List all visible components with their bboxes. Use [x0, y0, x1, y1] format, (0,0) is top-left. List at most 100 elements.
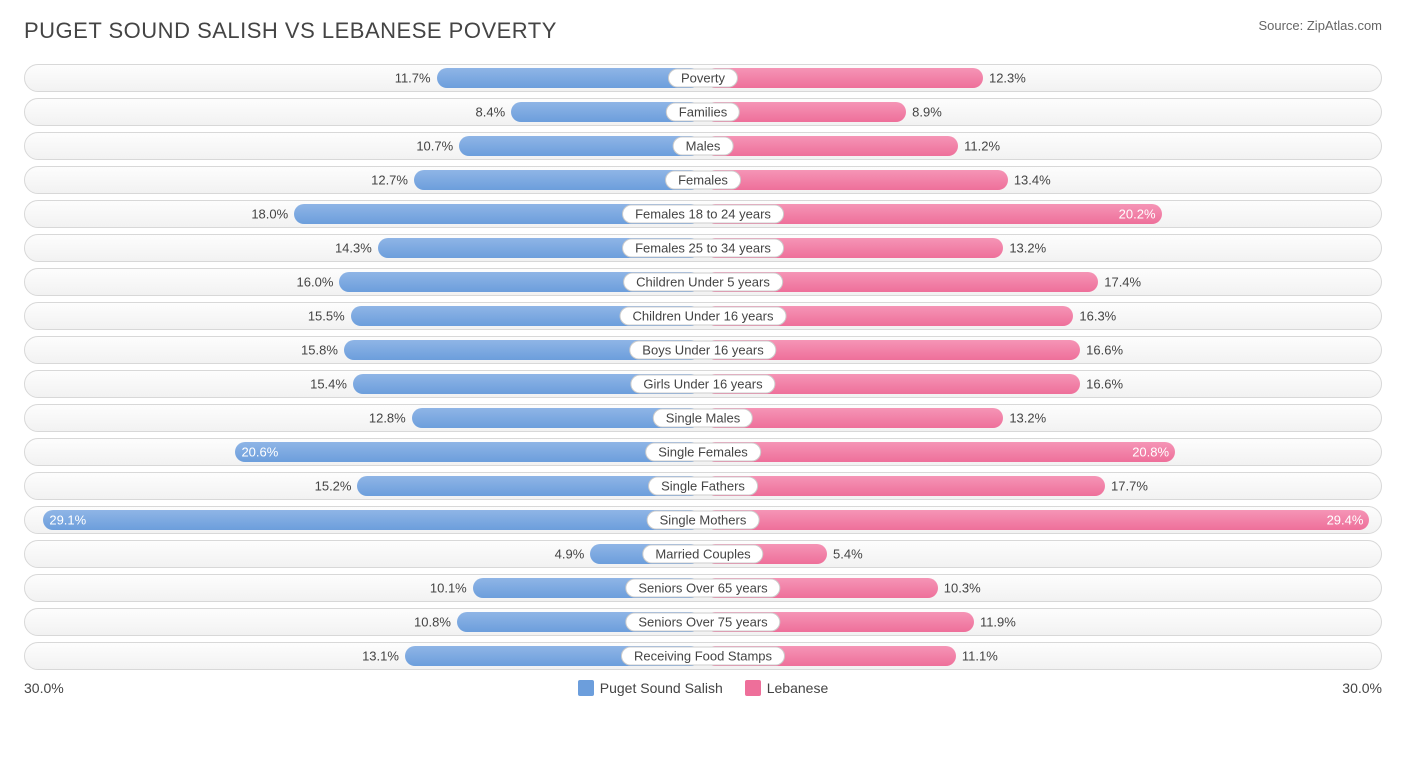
value-label-right: 13.2%	[1003, 411, 1046, 426]
category-label: Children Under 5 years	[623, 273, 783, 292]
bar-right: 11.2%	[705, 136, 958, 156]
chart-header: PUGET SOUND SALISH VS LEBANESE POVERTY S…	[24, 18, 1382, 44]
bar-right: 20.8%	[705, 442, 1175, 462]
bar-track-left: 15.2%	[25, 473, 703, 499]
value-label-left: 10.1%	[430, 581, 473, 596]
legend: Puget Sound Salish Lebanese	[578, 680, 829, 696]
chart-row: 13.1% 11.1% Receiving Food Stamps	[24, 642, 1382, 670]
legend-item-right: Lebanese	[745, 680, 829, 696]
value-label-right: 11.2%	[958, 139, 1000, 154]
value-label-left: 29.1%	[49, 513, 86, 528]
value-label-left: 15.8%	[301, 343, 344, 358]
chart-row: 10.1% 10.3% Seniors Over 65 years	[24, 574, 1382, 602]
legend-item-left: Puget Sound Salish	[578, 680, 723, 696]
bar-track-left: 13.1%	[25, 643, 703, 669]
value-label-left: 12.8%	[369, 411, 412, 426]
chart-row: 8.4%8.9%Families	[24, 98, 1382, 126]
bar-track-right: 13.2%	[703, 405, 1381, 431]
chart-row: 10.8% 11.9% Seniors Over 75 years	[24, 608, 1382, 636]
bar-right: 29.4%	[705, 510, 1369, 530]
legend-label-left: Puget Sound Salish	[600, 680, 723, 696]
value-label-right: 16.6%	[1080, 377, 1123, 392]
chart-title: PUGET SOUND SALISH VS LEBANESE POVERTY	[24, 18, 557, 44]
bar-track-left: 12.8%	[25, 405, 703, 431]
value-label-left: 15.2%	[315, 479, 358, 494]
category-label: Girls Under 16 years	[630, 375, 775, 394]
value-label-right: 17.7%	[1105, 479, 1148, 494]
category-label: Boys Under 16 years	[629, 341, 776, 360]
bar-track-right: 10.3%	[703, 575, 1381, 601]
category-label: Seniors Over 75 years	[625, 613, 780, 632]
chart-source: Source: ZipAtlas.com	[1258, 18, 1382, 33]
category-label: Seniors Over 65 years	[625, 579, 780, 598]
value-label-right: 13.4%	[1008, 173, 1051, 188]
category-label: Males	[673, 137, 734, 156]
category-label: Females 25 to 34 years	[622, 239, 784, 258]
category-label: Children Under 16 years	[620, 307, 787, 326]
bar-track-right: 29.4%	[703, 507, 1381, 533]
bar-track-right: 20.8%	[703, 439, 1381, 465]
chart-row: 12.8%13.2%Single Males	[24, 404, 1382, 432]
bar-track-right: 16.6%	[703, 371, 1381, 397]
bar-track-right: 11.1%	[703, 643, 1381, 669]
chart-row: 15.2%17.7%Single Fathers	[24, 472, 1382, 500]
value-label-right: 11.9%	[974, 615, 1016, 630]
value-label-left: 4.9%	[555, 547, 591, 562]
value-label-left: 14.3%	[335, 241, 378, 256]
value-label-left: 10.8%	[414, 615, 457, 630]
bar-track-left: 16.0%	[25, 269, 703, 295]
chart-row: 10.7%11.2%Males	[24, 132, 1382, 160]
chart-row: 14.3% 13.2% Females 25 to 34 years	[24, 234, 1382, 262]
bar-track-left: 29.1%	[25, 507, 703, 533]
chart-row: 15.8% 16.6% Boys Under 16 years	[24, 336, 1382, 364]
bar-track-left: 15.5%	[25, 303, 703, 329]
bar-left: 11.7%	[437, 68, 701, 88]
value-label-left: 20.6%	[241, 445, 278, 460]
value-label-right: 20.2%	[1119, 207, 1156, 222]
bar-track-right: 11.9%	[703, 609, 1381, 635]
value-label-right: 8.9%	[906, 105, 942, 120]
chart-row: 11.7%12.3%Poverty	[24, 64, 1382, 92]
bar-track-right: 8.9%	[703, 99, 1381, 125]
bar-left: 20.6%	[235, 442, 701, 462]
value-label-right: 10.3%	[938, 581, 981, 596]
value-label-right: 20.8%	[1132, 445, 1169, 460]
value-label-left: 13.1%	[362, 649, 405, 664]
chart-row: 15.4%16.6%Girls Under 16 years	[24, 370, 1382, 398]
value-label-right: 11.1%	[956, 649, 998, 664]
value-label-right: 13.2%	[1003, 241, 1046, 256]
chart-row: 15.5% 16.3% Children Under 16 years	[24, 302, 1382, 330]
bar-track-right: 11.2%	[703, 133, 1381, 159]
chart-footer: 30.0% Puget Sound Salish Lebanese 30.0%	[24, 680, 1382, 696]
value-label-right: 16.3%	[1073, 309, 1116, 324]
bar-right: 17.7%	[705, 476, 1105, 496]
bar-track-right: 16.3%	[703, 303, 1381, 329]
bar-track-right: 13.2%	[703, 235, 1381, 261]
value-label-right: 29.4%	[1327, 513, 1364, 528]
category-label: Receiving Food Stamps	[621, 647, 785, 666]
chart-row: 12.7%13.4%Females	[24, 166, 1382, 194]
value-label-left: 18.0%	[251, 207, 294, 222]
value-label-right: 16.6%	[1080, 343, 1123, 358]
value-label-right: 5.4%	[827, 547, 863, 562]
bar-track-left: 20.6%	[25, 439, 703, 465]
chart-row: 16.0% 17.4%Children Under 5 years	[24, 268, 1382, 296]
bar-track-left: 8.4%	[25, 99, 703, 125]
bar-track-left: 12.7%	[25, 167, 703, 193]
legend-label-right: Lebanese	[767, 680, 829, 696]
category-label: Single Females	[645, 443, 761, 462]
value-label-left: 12.7%	[371, 173, 414, 188]
bar-track-left: 10.8%	[25, 609, 703, 635]
bar-track-left: 4.9%	[25, 541, 703, 567]
value-label-left: 8.4%	[476, 105, 512, 120]
bar-track-right: 20.2%	[703, 201, 1381, 227]
value-label-left: 15.5%	[308, 309, 351, 324]
category-label: Poverty	[668, 69, 738, 88]
value-label-left: 16.0%	[297, 275, 340, 290]
value-label-right: 12.3%	[983, 71, 1026, 86]
bar-track-right: 17.4%	[703, 269, 1381, 295]
legend-swatch-left	[578, 680, 594, 696]
bar-track-right: 12.3%	[703, 65, 1381, 91]
bar-right: 12.3%	[705, 68, 983, 88]
bar-track-left: 15.8%	[25, 337, 703, 363]
